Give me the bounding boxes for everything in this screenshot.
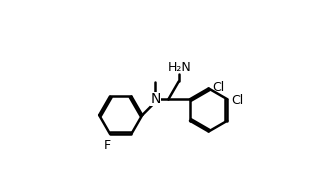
Text: Cl: Cl <box>231 94 243 107</box>
Text: F: F <box>104 139 111 152</box>
Text: N: N <box>150 92 161 106</box>
Text: Cl: Cl <box>212 81 225 94</box>
Text: H₂N: H₂N <box>168 61 191 74</box>
